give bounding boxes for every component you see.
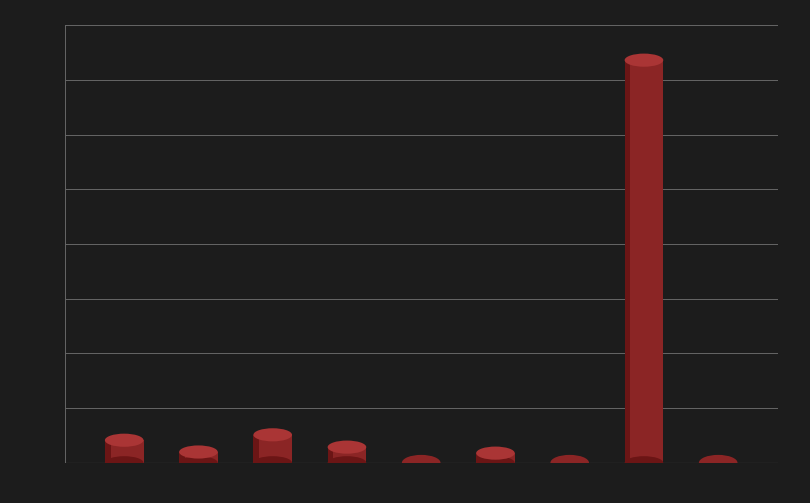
Ellipse shape — [179, 446, 218, 459]
Ellipse shape — [179, 456, 218, 469]
Ellipse shape — [254, 456, 292, 469]
Ellipse shape — [327, 456, 366, 469]
Bar — [334, 447, 366, 463]
Bar — [625, 60, 630, 463]
Bar — [259, 435, 292, 463]
Bar — [254, 435, 259, 463]
Polygon shape — [65, 463, 778, 480]
Bar — [179, 452, 185, 463]
Ellipse shape — [625, 456, 663, 469]
Bar — [111, 440, 143, 463]
Bar — [476, 453, 482, 463]
Ellipse shape — [476, 456, 515, 469]
Bar — [630, 60, 663, 463]
Bar — [327, 447, 334, 463]
Bar — [105, 440, 111, 463]
Ellipse shape — [551, 455, 589, 471]
Bar — [482, 453, 515, 463]
Ellipse shape — [402, 455, 441, 471]
Ellipse shape — [105, 434, 143, 447]
Ellipse shape — [476, 447, 515, 460]
Ellipse shape — [699, 455, 737, 471]
Ellipse shape — [254, 428, 292, 441]
Ellipse shape — [105, 456, 143, 469]
Ellipse shape — [625, 54, 663, 67]
Ellipse shape — [327, 441, 366, 454]
Bar — [185, 452, 218, 463]
